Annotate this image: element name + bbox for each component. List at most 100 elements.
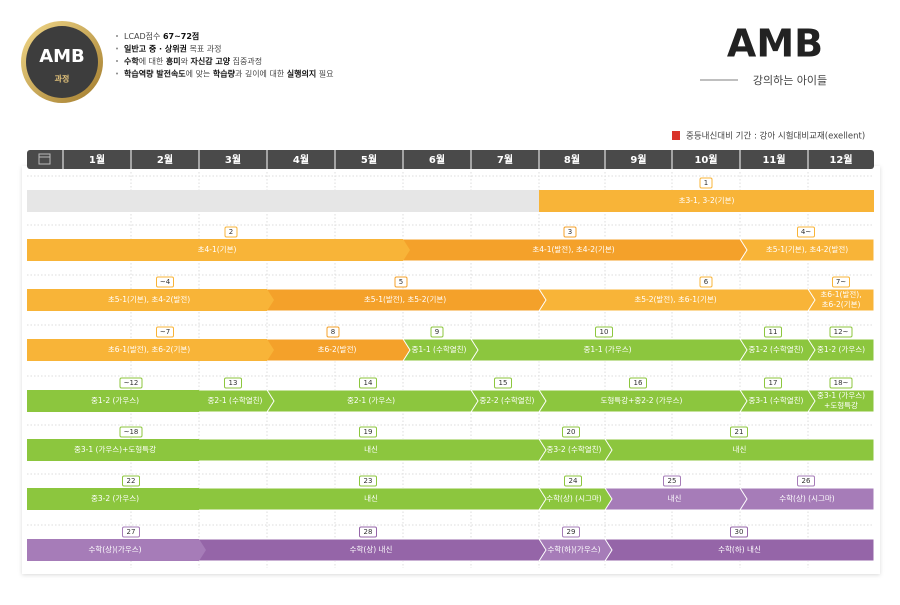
step-number: 12~ [834,328,849,336]
bullet-part: 학습역량 발전속도 [124,68,186,78]
step-badge [564,475,582,487]
step-badge [829,377,853,389]
course-label: 초6-2(기본) [822,300,861,309]
course-segment [27,539,206,561]
step-number: 13 [229,379,238,387]
course-label: 초4-1(기본) [198,245,237,254]
step-number: 10 [600,328,609,336]
step-number: ~12 [124,379,139,387]
panel [22,166,880,574]
course-label: 초6-2(발전) [318,344,357,354]
step-badge [156,276,174,288]
step-badge [359,377,377,389]
month-label: 11월 [762,154,785,166]
course-label: 중2-2 (수학열친) [480,395,535,405]
step-number: 5 [399,278,403,286]
step-number: 1 [704,179,708,187]
month-label: 5월 [361,154,377,166]
course-label: 초4-1(발전), 초4-2(기본) [532,244,614,254]
step-number: 16 [634,379,643,387]
month-label: 7월 [497,154,513,166]
step-badge [595,326,613,338]
step-badge [730,426,748,438]
bullet-part: 목표 과정 [187,43,222,53]
month-label: 12월 [829,154,852,166]
course-segment [27,339,274,361]
course-label: 수학(상) 내신 [350,544,393,554]
bullet-part: LCAD점수 [124,31,163,41]
course-label: 내신 [668,494,682,503]
step-badge [359,426,377,438]
course-label: 중2-1 (가우스) [347,396,395,405]
step-badge [562,426,580,438]
course-label: 중2-1 (수학열친) [208,395,263,405]
step-number: 6 [704,278,709,286]
course-label: 초6-1(발전), [820,289,861,299]
course-label: 중3-2 (수학열친) [547,444,602,454]
step-number: 2 [229,228,233,236]
course-segment [27,439,206,461]
step-number: 14 [364,379,373,387]
bullet-text: 수학에 대한 흥미와 자신감 고양 집중과정 [124,56,262,66]
step-badge [699,276,713,288]
course-label: 수학(상) (시그마) [779,493,835,503]
step-number: 28 [364,528,373,536]
bullet-part: 수학 [124,56,139,66]
bullet-dot [116,60,118,62]
course-label: 초5-1(기본), 초4-2(발전) [108,294,190,304]
step-number: 23 [364,477,373,485]
logo-badge [26,26,98,98]
bullet-part: 흥미 [166,56,181,66]
step-badge [122,475,140,487]
step-badge [224,377,242,389]
bullet-part: 필요 [316,68,333,78]
course-label: 중3-1 (수학열친) [749,395,804,405]
step-badge [797,226,815,238]
step-badge [764,377,782,389]
month-label: 9월 [630,154,646,166]
month-label: 10월 [694,154,717,166]
bullet-text: 학습역량 발전속도에 맞는 학습량과 깊이에 대한 실행의지 필요 [124,68,333,78]
bullet-dot [116,35,118,37]
logo-subtitle: 과정 [55,74,70,84]
month-label: 2월 [157,154,173,166]
step-number: 18~ [834,379,849,387]
step-number: 20 [567,428,576,436]
step-badge [224,226,238,238]
step-number: 30 [735,528,744,536]
step-badge [563,226,577,238]
course-label: 내신 [364,445,378,454]
course-label: 중1-2 (가우스) [91,396,139,405]
course-label: 내신 [364,494,378,503]
step-number: 25 [668,477,677,485]
bullet-part: 에 맞는 [186,68,213,78]
bullet-text: LCAD점수 67~72점 [124,31,199,41]
step-number: 4~ [801,228,811,236]
bullet-part: 과 깊이에 대한 [235,68,287,78]
course-label: 수학(하)(가우스) [547,544,600,554]
step-number: 21 [735,428,744,436]
step-number: 24 [569,477,578,485]
step-number: 8 [331,328,335,336]
course-label: 중1-1 (가우스) [583,345,631,354]
course-label: 초3-1, 3-2(기본) [679,196,735,205]
course-label: 중3-2 (가우스) [91,494,139,503]
bullet-part: 67~72점 [163,31,199,41]
empty-period [27,190,539,212]
step-badge [832,276,850,288]
course-label: 중1-2 (수학열친) [749,344,804,354]
course-segment [539,190,874,212]
course-label: 중1-1 (수학열친) [412,344,467,354]
step-badge [764,326,782,338]
logo-title: AMB [39,46,85,67]
month-label: 1월 [89,154,105,166]
step-badge [156,326,174,338]
step-badge [562,526,580,538]
brand: AMB [727,22,823,66]
month-label: 6월 [429,154,445,166]
brand-subtitle: 강의하는 아이들 [753,73,827,87]
step-number: ~7 [160,328,170,336]
month-label: 4월 [293,154,309,166]
